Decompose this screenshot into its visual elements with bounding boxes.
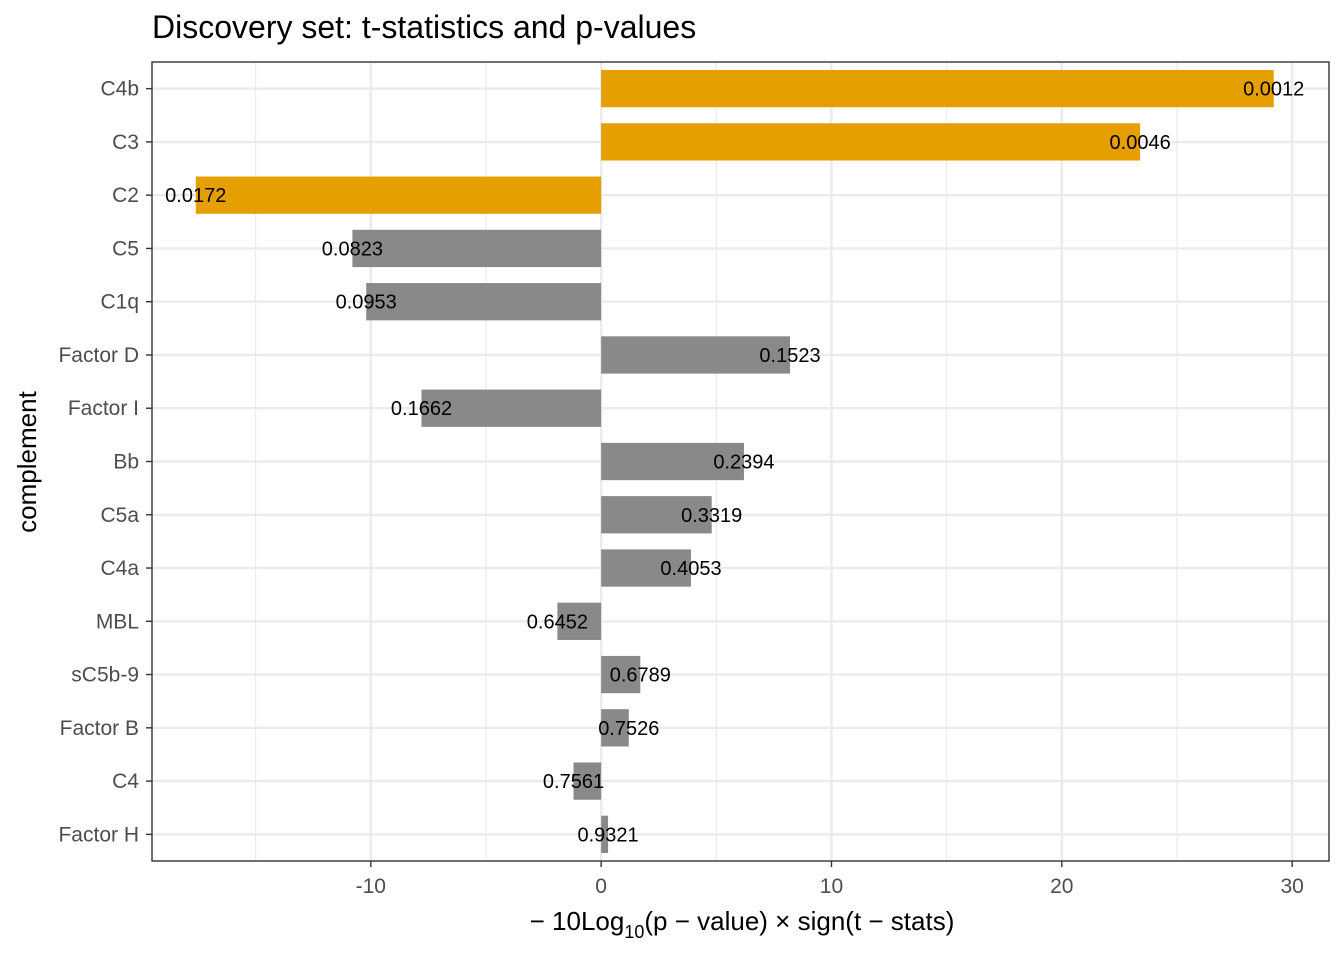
x-axis-title-prefix: − 10Log bbox=[530, 906, 625, 936]
y-tick-label: Factor B bbox=[60, 717, 139, 740]
bar bbox=[601, 442, 744, 481]
bar-value-label: 0.0012 bbox=[1243, 79, 1304, 101]
x-tick-label: 10 bbox=[820, 875, 843, 898]
bar bbox=[601, 815, 609, 854]
x-tick-label: 30 bbox=[1280, 875, 1303, 898]
y-axis: C4b C3 C2 C5 C1q Factor D Factor I Bb C5a C4a MBL s… bbox=[58, 78, 152, 846]
y-tick-label: sC5b-9 bbox=[71, 664, 139, 687]
bar bbox=[352, 229, 602, 268]
bar-value-label: 0.3319 bbox=[681, 505, 742, 527]
x-tick-label: 20 bbox=[1050, 875, 1073, 898]
y-tick-label: Factor I bbox=[68, 397, 139, 420]
bar bbox=[573, 762, 602, 800]
x-axis-title-suffix: (p − value) × sign(t − stats) bbox=[644, 906, 954, 936]
bar bbox=[366, 283, 602, 321]
bar-value-label: 0.1662 bbox=[391, 398, 452, 420]
bar-value-label: 0.9321 bbox=[577, 824, 638, 846]
y-axis-title: complement bbox=[12, 390, 42, 532]
x-axis-title: − 10Log10(p − value) × sign(t − stats) bbox=[530, 906, 955, 942]
x-axis: -10 0 10 20 30 bbox=[356, 861, 1304, 898]
bar bbox=[601, 709, 629, 747]
y-tick-label: MBL bbox=[96, 610, 139, 633]
x-tick-label: -10 bbox=[356, 875, 386, 898]
y-tick-label: C1q bbox=[100, 291, 139, 314]
y-tick-label: Factor H bbox=[58, 823, 139, 846]
y-tick-label: C4a bbox=[100, 557, 139, 580]
chart-title: Discovery set: t-statistics and p-values bbox=[152, 9, 696, 45]
bar-value-label: 0.7561 bbox=[543, 771, 604, 793]
bar bbox=[195, 176, 602, 214]
bar-value-label: 0.2394 bbox=[713, 452, 774, 474]
bar bbox=[601, 496, 712, 534]
bar-value-label: 0.0046 bbox=[1110, 132, 1171, 154]
y-tick-label: C5 bbox=[112, 237, 139, 260]
bar-value-label: 0.6789 bbox=[610, 665, 671, 687]
bar-labels: 0.0012 0.0046 0.0172 0.0823 0.0953 0.1523 0.16… bbox=[165, 79, 1304, 847]
y-tick-label: C4 bbox=[112, 770, 139, 793]
bar bbox=[557, 602, 602, 640]
bar bbox=[421, 389, 602, 427]
bar-value-label: 0.0823 bbox=[322, 238, 383, 260]
bar-value-label: 0.6452 bbox=[527, 611, 588, 633]
x-tick-label: 0 bbox=[595, 875, 607, 898]
y-tick-label: C3 bbox=[112, 131, 139, 154]
y-tick-label: C5a bbox=[100, 504, 139, 527]
y-tick-label: C2 bbox=[112, 184, 139, 207]
bar bbox=[601, 655, 641, 694]
bar-value-label: 0.0172 bbox=[165, 185, 226, 207]
bar bbox=[601, 69, 1274, 108]
bars bbox=[195, 69, 1274, 854]
bar-value-label: 0.7526 bbox=[598, 718, 659, 740]
bar bbox=[601, 336, 791, 374]
y-tick-label: Bb bbox=[113, 451, 139, 474]
bar-value-label: 0.1523 bbox=[759, 345, 820, 367]
y-tick-label: Factor D bbox=[58, 344, 139, 367]
y-tick-label: C4b bbox=[100, 78, 139, 101]
bar-value-label: 0.4053 bbox=[660, 558, 721, 580]
bar-value-label: 0.0953 bbox=[336, 292, 397, 314]
bar bbox=[601, 123, 1141, 161]
x-axis-title-subscript: 10 bbox=[624, 922, 644, 942]
bar bbox=[601, 549, 691, 587]
